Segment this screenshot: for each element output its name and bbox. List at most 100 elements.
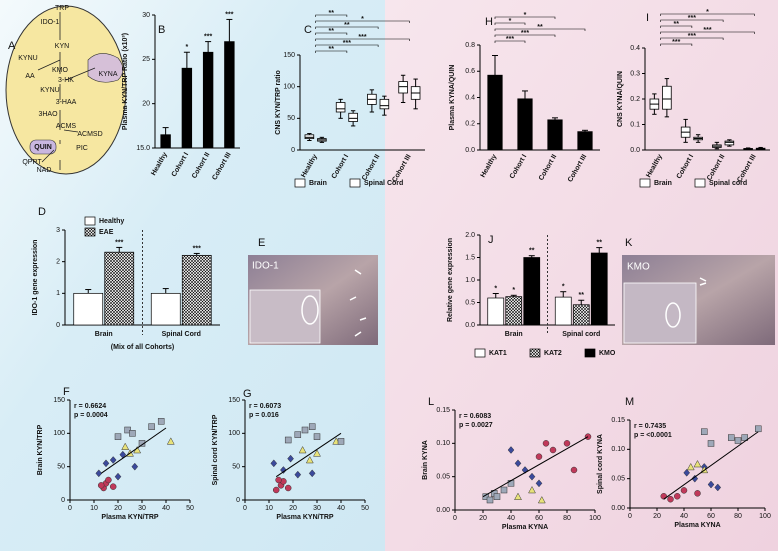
y-tick-label: 100 xyxy=(283,84,295,91)
point xyxy=(686,462,695,471)
significance: ** xyxy=(329,10,335,17)
node-label: ACMS xyxy=(56,123,77,130)
point xyxy=(138,440,146,447)
point xyxy=(294,470,302,479)
y-tick-label: 0.05 xyxy=(436,474,450,481)
y-axis-label: Brain KYN/TRP xyxy=(37,424,44,475)
y-axis-label: Spinal cord KYN/TRP xyxy=(212,414,219,485)
y-tick-label: 50 xyxy=(57,464,65,471)
point xyxy=(301,426,309,434)
x-tick-label: 0 xyxy=(243,505,247,512)
significance: *** xyxy=(343,40,351,47)
point xyxy=(535,479,543,488)
significance: ** xyxy=(329,28,335,35)
inset xyxy=(249,289,321,344)
x-tick-label: 10 xyxy=(265,505,273,512)
significance: *** xyxy=(688,33,696,40)
x-tick-label: 30 xyxy=(138,505,146,512)
point xyxy=(514,492,522,500)
x-axis-label: (Mix of all Cohorts) xyxy=(111,344,174,351)
significance: ** xyxy=(537,24,543,31)
panel-letter: I xyxy=(646,12,649,24)
bar xyxy=(202,51,214,149)
panel-letter: B xyxy=(158,24,165,36)
arrows xyxy=(349,269,367,337)
bar xyxy=(487,74,503,151)
significance-bracket xyxy=(315,38,410,41)
kyna-region xyxy=(87,53,124,83)
point xyxy=(109,483,117,490)
legend-label: Brain xyxy=(654,180,672,187)
point xyxy=(121,442,130,450)
point xyxy=(280,466,287,474)
y-tick-label: 0.0 xyxy=(465,322,475,329)
y-tick-label: 0.10 xyxy=(436,440,450,447)
y-axis-label: Plasma KYNA/QUIN xyxy=(449,65,456,131)
point xyxy=(109,456,117,464)
significance: *** xyxy=(672,39,680,46)
point xyxy=(313,449,321,457)
y-tick-label: 15.0 xyxy=(136,145,150,152)
point xyxy=(500,486,508,494)
y-tick-label: 30 xyxy=(142,12,150,19)
y-tick-label: 0.6 xyxy=(465,68,475,75)
significance: *** xyxy=(521,30,529,37)
point xyxy=(131,462,139,471)
fit-line xyxy=(275,432,342,478)
significance: * xyxy=(494,285,497,292)
box xyxy=(662,85,672,110)
significance-bracket xyxy=(494,40,526,43)
node-label: QUIN xyxy=(34,144,52,151)
legend-swatch xyxy=(529,348,541,358)
point xyxy=(275,476,282,484)
bar xyxy=(104,251,135,326)
box xyxy=(398,81,408,94)
stat-label: r = 0.6073 xyxy=(249,403,281,410)
significance-bracket xyxy=(660,31,755,34)
node-label: PIC xyxy=(76,145,88,152)
box xyxy=(335,102,346,113)
point xyxy=(741,434,748,441)
significance-bracket xyxy=(315,26,379,29)
inset xyxy=(623,282,697,344)
point xyxy=(124,426,131,434)
y-tick-label: 50 xyxy=(287,115,295,122)
legend-label: KAT2 xyxy=(544,350,562,357)
y-tick-label: 0.0 xyxy=(630,147,640,154)
point xyxy=(294,431,302,438)
x-tick-label: 20 xyxy=(114,505,122,512)
node-label: 3-HAA xyxy=(56,99,77,106)
y-tick-label: 3 xyxy=(56,227,60,234)
x-tick-label: 100 xyxy=(589,515,601,522)
point xyxy=(755,425,762,433)
point xyxy=(482,493,490,500)
point xyxy=(337,438,345,445)
enzyme-label: QPRT xyxy=(22,159,42,166)
fit-line xyxy=(663,431,759,500)
significance-bracket xyxy=(494,16,556,19)
legend-swatch xyxy=(84,227,96,237)
y-tick-label: 0 xyxy=(236,497,240,504)
enzyme-label: 3HAO xyxy=(38,111,58,118)
significance: *** xyxy=(115,239,123,246)
point xyxy=(114,433,122,440)
enzyme-label: ACMSD xyxy=(77,131,102,138)
point xyxy=(728,434,735,441)
y-tick-label: 0.3 xyxy=(630,70,640,77)
significance: ** xyxy=(579,292,585,299)
y-tick-label: 0.4 xyxy=(630,45,640,52)
point xyxy=(272,486,280,494)
y-tick-label: 2 xyxy=(56,259,60,266)
point xyxy=(486,496,494,504)
x-axis-label: Plasma KYN/TRP xyxy=(276,514,334,521)
x-tick-label: 20 xyxy=(653,513,661,520)
y-tick-label: 0.2 xyxy=(630,96,640,103)
stat-label: p = <0.0001 xyxy=(634,432,672,439)
significance: *** xyxy=(225,11,233,18)
point xyxy=(308,423,316,430)
bar xyxy=(523,257,541,326)
node-label: KYNA xyxy=(98,71,117,78)
fit-line xyxy=(482,436,589,498)
legend-label: KAT1 xyxy=(489,350,507,357)
x-tick-label: 10 xyxy=(90,505,98,512)
